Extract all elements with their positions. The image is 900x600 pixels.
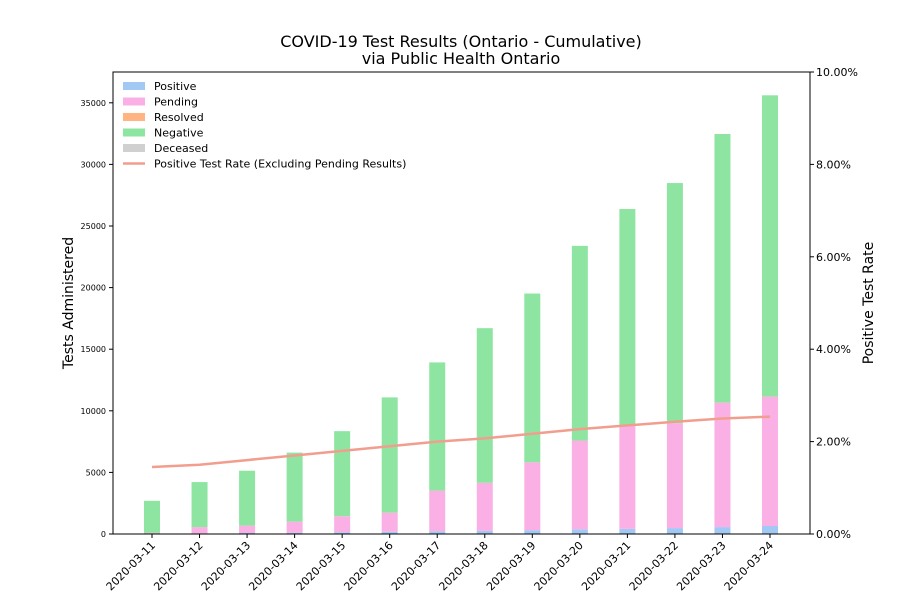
bar-pending-2020-03-17	[429, 490, 446, 532]
bar-positive-2020-03-20	[571, 529, 588, 534]
bar-pending-2020-03-12	[191, 527, 208, 534]
bar-negative-2020-03-13	[239, 470, 256, 526]
chart-title: COVID-19 Test Results (Ontario - Cumulat…	[280, 32, 642, 51]
y-axis-label: Tests Administered	[61, 237, 77, 370]
bar-negative-2020-03-17	[429, 362, 446, 491]
x-tick-label: 2020-03-23	[674, 539, 728, 593]
legend-swatch-positive	[123, 82, 145, 90]
bar-negative-2020-03-21	[619, 209, 636, 426]
y2-tick-label: 8.00%	[816, 158, 851, 171]
bar-positive-2020-03-22	[666, 528, 683, 534]
x-tick-label: 2020-03-11	[104, 539, 158, 593]
x-axis: 2020-03-112020-03-122020-03-132020-03-14…	[104, 534, 776, 593]
bar-negative-2020-03-15	[334, 431, 351, 517]
bar-pending-2020-03-15	[334, 516, 351, 533]
bar-negative-2020-03-20	[571, 245, 588, 441]
legend-label-positive: Positive	[154, 80, 197, 93]
bar-negative-2020-03-22	[666, 183, 683, 424]
bar-positive-2020-03-17	[429, 531, 446, 534]
y-left-axis: 0 5000 10000 15000 20000 25000 30000 35000	[81, 99, 113, 539]
x-tick-label: 2020-03-21	[579, 539, 633, 593]
plot-frame	[112, 71, 811, 535]
legend-label-pending: Pending	[154, 96, 198, 109]
legend: Positive Pending Resolved Negative Deceased P…	[123, 80, 406, 171]
bar-negative-2020-03-11	[144, 500, 160, 533]
x-tick-label: 2020-03-14	[246, 539, 300, 593]
x-tick-label: 2020-03-15	[294, 539, 348, 593]
chart-subtitle: via Public Health Ontario	[362, 49, 561, 68]
bar-negative-2020-03-16	[381, 397, 398, 513]
bar-pending-2020-03-16	[381, 512, 398, 532]
bar-pending-2020-03-21	[619, 425, 636, 529]
x-tick-label: 2020-03-18	[436, 539, 490, 593]
bar-negative-2020-03-23	[714, 133, 731, 403]
bar-positive-2020-03-24	[762, 525, 778, 534]
positive-rate-line	[151, 415, 771, 469]
x-tick-label: 2020-03-13	[199, 539, 253, 593]
bar-positive-2020-03-23	[714, 527, 731, 534]
y-tick-label: 15000	[81, 345, 106, 354]
y2-tick-label: 4.00%	[816, 343, 851, 356]
bar-positive-2020-03-15	[334, 532, 351, 534]
bar-negative-2020-03-14	[286, 452, 303, 522]
legend-swatch-pending	[123, 97, 145, 106]
bar-pending-2020-03-24	[762, 396, 778, 526]
y-tick-label: 10000	[81, 407, 106, 416]
y-tick-label: 30000	[81, 160, 106, 169]
y-tick-label: 25000	[81, 222, 106, 231]
bar-negative-2020-03-24	[762, 95, 778, 397]
bar-pending-2020-03-18	[476, 482, 493, 531]
legend-label-deceased: Deceased	[154, 142, 208, 155]
y2-tick-label: 2.00%	[816, 436, 851, 449]
x-tick-label: 2020-03-19	[484, 539, 538, 593]
legend-swatch-resolved	[123, 113, 145, 121]
y2-tick-label: 10.00%	[816, 66, 858, 79]
legend-label-resolved: Resolved	[154, 111, 204, 124]
x-tick-label: 2020-03-22	[627, 539, 681, 593]
bar-pending-2020-03-13	[239, 525, 256, 534]
bar-negative-2020-03-19	[524, 293, 541, 463]
bar-positive-2020-03-14	[286, 532, 303, 534]
y2-axis-label: Positive Test Rate	[861, 242, 877, 365]
y2-tick-label: 0.00%	[816, 528, 851, 541]
bar-positive-2020-03-21	[619, 528, 636, 534]
bar-pending-2020-03-23	[714, 402, 731, 528]
bar-pending-2020-03-19	[524, 462, 541, 531]
y-tick-label: 5000	[86, 468, 106, 477]
bar-negative-2020-03-18	[476, 328, 493, 483]
legend-swatch-negative	[123, 128, 145, 137]
bar-pending-2020-03-11	[144, 532, 160, 534]
x-tick-label: 2020-03-17	[389, 539, 443, 593]
legend-label-rate: Positive Test Rate (Excluding Pending Re…	[154, 158, 406, 171]
bar-pending-2020-03-20	[571, 440, 588, 530]
x-tick-label: 2020-03-16	[341, 539, 395, 593]
y-right-axis: 0.00% 2.00% 4.00% 6.00% 8.00% 10.00%	[810, 66, 858, 541]
bars-layer	[144, 95, 778, 534]
bar-positive-2020-03-18	[476, 530, 493, 534]
line-layer	[151, 415, 771, 469]
legend-label-negative: Negative	[154, 127, 204, 140]
y-tick-label: 0	[101, 530, 106, 539]
y2-tick-label: 6.00%	[816, 251, 851, 264]
bar-pending-2020-03-22	[666, 423, 683, 529]
y-tick-label: 35000	[81, 99, 106, 108]
bar-pending-2020-03-14	[286, 521, 303, 533]
bar-negative-2020-03-12	[191, 482, 208, 528]
legend-swatch-deceased	[123, 144, 145, 152]
bar-positive-2020-03-19	[524, 530, 541, 534]
x-tick-label: 2020-03-24	[722, 539, 776, 593]
bar-positive-2020-03-16	[381, 531, 398, 534]
y-tick-label: 20000	[81, 284, 106, 293]
x-tick-label: 2020-03-20	[532, 539, 586, 593]
x-tick-label: 2020-03-12	[151, 539, 205, 593]
